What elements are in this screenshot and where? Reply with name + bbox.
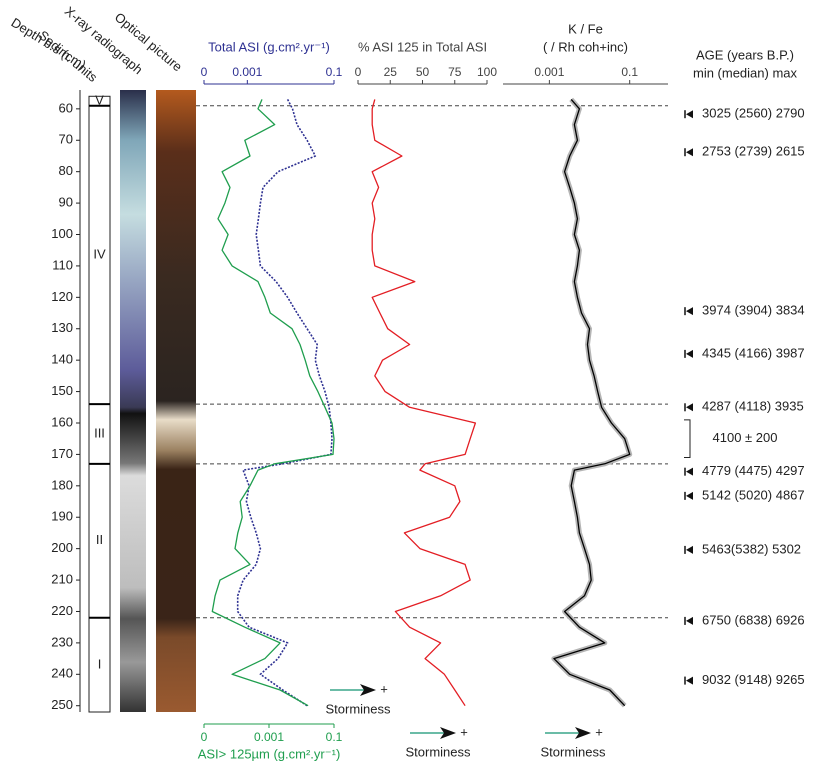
axis-label: Total ASI (g.cm².yr⁻¹) (208, 39, 330, 54)
series-line (371, 99, 477, 707)
x-tick-label: 0.1 (621, 65, 638, 79)
x-tick-label: 0.001 (254, 730, 284, 744)
x-tick-label: 0.1 (326, 730, 343, 744)
y-tick-label: 140 (51, 352, 73, 367)
storminess-label: Storminess (405, 744, 471, 759)
axis-label: % ASI 125 in Total ASI (358, 39, 487, 54)
age-label: 3974 (3904) 3834 (702, 303, 805, 318)
y-tick-label: 170 (51, 446, 73, 461)
plus-sign: + (460, 724, 468, 739)
series-line (211, 99, 335, 707)
age-range-label: 4100 ± 200 (713, 430, 778, 445)
age-label: 4779 (4475) 4297 (702, 463, 805, 478)
age-marker (686, 403, 693, 412)
x-tick-label: 0.1 (326, 65, 343, 79)
arrow-head (440, 727, 456, 739)
unit-label: II (96, 532, 103, 547)
y-tick-label: 230 (51, 634, 73, 649)
age-header: AGE (years B.P.) (696, 47, 794, 62)
x-ray-image (120, 90, 146, 712)
y-tick-label: 150 (51, 383, 73, 398)
y-tick-label: 80 (59, 163, 73, 178)
y-tick-label: 90 (59, 195, 73, 210)
arrow-head (360, 684, 376, 696)
age-marker (686, 110, 693, 119)
x-tick-label: 100 (477, 65, 497, 79)
age-marker (686, 307, 693, 316)
x-tick-label: 75 (448, 65, 462, 79)
series-line (553, 98, 631, 707)
unit-label: IV (93, 246, 106, 261)
unit-label: I (98, 656, 102, 671)
age-bracket (684, 419, 691, 459)
y-tick-label: 160 (51, 414, 73, 429)
x-tick-label: 25 (384, 65, 398, 79)
age-label: 4345 (4166) 3987 (702, 345, 805, 360)
y-tick-label: 60 (59, 100, 73, 115)
age-marker (686, 349, 693, 358)
y-tick-label: 190 (51, 509, 73, 524)
age-marker (686, 467, 693, 476)
y-tick-label: 120 (51, 289, 73, 304)
plus-sign: + (595, 724, 603, 739)
age-marker (686, 676, 693, 685)
age-header: min (median) max (693, 65, 798, 80)
x-tick-label: 50 (416, 65, 430, 79)
age-label: 2753 (2739) 2615 (702, 144, 805, 159)
axis-label: K / Fe (568, 21, 603, 36)
unit-label: III (94, 425, 105, 440)
y-tick-label: 130 (51, 320, 73, 335)
y-tick-label: 70 (59, 132, 73, 147)
x-tick-label: 0.001 (534, 65, 564, 79)
series-band (551, 97, 633, 708)
optical-image (156, 90, 196, 712)
arrow-head (575, 727, 591, 739)
y-tick-label: 100 (51, 226, 73, 241)
y-tick-label: 210 (51, 571, 73, 586)
unit-label: V (95, 92, 104, 107)
x-tick-label: 0 (201, 730, 208, 744)
age-label: 3025 (2560) 2790 (702, 106, 805, 121)
storminess-label: Storminess (325, 701, 391, 716)
y-tick-label: 250 (51, 697, 73, 712)
age-label: 6750 (6838) 6926 (702, 612, 805, 627)
age-label: 5463(5382) 5302 (702, 541, 801, 556)
axis-label: ( / Rh coh+inc) (543, 39, 628, 54)
age-label: 9032 (9148) 9265 (702, 672, 805, 687)
age-marker (686, 491, 693, 500)
series-line (236, 99, 333, 707)
x-tick-label: 0 (355, 65, 362, 79)
y-tick-label: 180 (51, 477, 73, 492)
x-tick-label: 0 (201, 65, 208, 79)
age-marker (686, 545, 693, 554)
age-label: 5142 (5020) 4867 (702, 487, 805, 502)
x-tick-label: 0.001 (232, 65, 262, 79)
age-marker (686, 616, 693, 625)
age-marker (686, 148, 693, 157)
y-tick-label: 240 (51, 666, 73, 681)
y-tick-label: 200 (51, 540, 73, 555)
age-label: 4287 (4118) 3935 (702, 399, 804, 414)
storminess-label: Storminess (540, 744, 606, 759)
plus-sign: + (380, 681, 388, 696)
axis-label: ASI> 125µm (g.cm².yr⁻¹) (198, 746, 341, 761)
y-tick-label: 220 (51, 603, 73, 618)
y-tick-label: 110 (52, 257, 73, 272)
